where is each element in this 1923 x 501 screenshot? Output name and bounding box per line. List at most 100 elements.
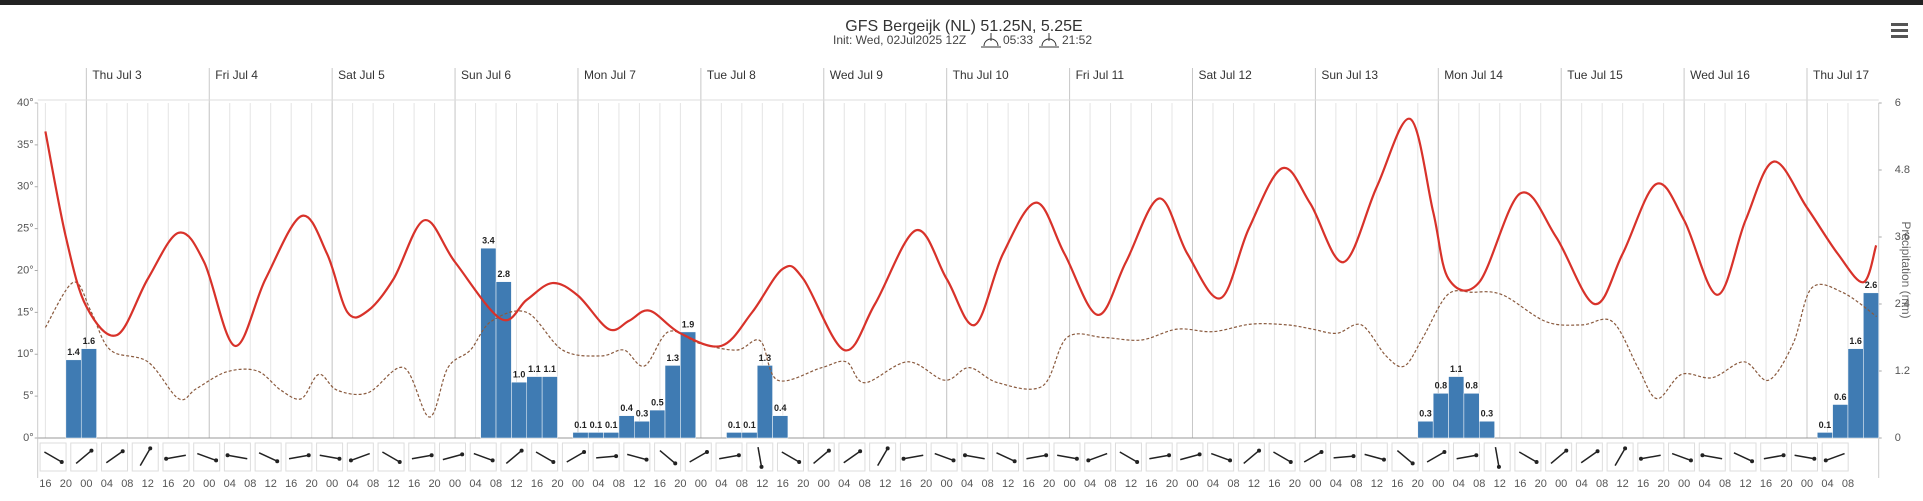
- wind-arrow-head: [1564, 448, 1569, 453]
- wind-arrow: [843, 450, 861, 464]
- bar-value-label: 1.3: [759, 353, 772, 363]
- x-tick-label: 00: [80, 478, 92, 490]
- wind-cell: [1330, 442, 1358, 472]
- wind-cell: [684, 442, 712, 472]
- wind-arrow-head: [225, 453, 230, 458]
- wind-cell: [1084, 442, 1112, 472]
- x-tick-label: 08: [367, 478, 379, 490]
- x-tick-label: 20: [60, 478, 72, 490]
- x-tick-label: 00: [1186, 478, 1198, 490]
- wind-arrow-head: [1044, 453, 1049, 458]
- y2-tick-label: 2.4: [1895, 298, 1910, 310]
- wind-arrow-head: [1638, 456, 1643, 461]
- dewpoint-line: [44, 281, 1877, 418]
- wind-arrow: [719, 454, 740, 460]
- wind-cell: [623, 442, 651, 472]
- day-label: Tue Jul 15: [1567, 68, 1623, 82]
- wind-cell: [1637, 442, 1665, 472]
- wind-arrow: [757, 447, 763, 467]
- wind-arrow-head: [759, 464, 764, 469]
- y-tick-label: 40°: [17, 97, 34, 109]
- precip-bar: [1417, 421, 1434, 439]
- wind-arrow-head: [885, 446, 890, 451]
- x-tick-label: 00: [1432, 478, 1444, 490]
- precip-bar: [572, 432, 589, 439]
- y-tick-label: 15°: [17, 306, 34, 318]
- bar-value-label: 0.1: [728, 420, 741, 430]
- x-tick-label: 04: [1084, 478, 1096, 490]
- x-tick-label: 08: [982, 478, 994, 490]
- wind-arrow-head: [1197, 452, 1202, 457]
- wind-cell: [316, 442, 344, 472]
- wind-arrow: [1026, 454, 1047, 460]
- wind-cell: [346, 442, 374, 472]
- chart-title: GFS Bergeijk (NL) 51.25N, 5.25E: [845, 18, 1082, 35]
- menu-button[interactable]: [1891, 23, 1908, 38]
- x-tick-label: 20: [551, 478, 563, 490]
- day-label: Fri Jul 11: [1076, 68, 1125, 82]
- precip-bar: [1479, 421, 1495, 439]
- y-tick-label: 0°: [23, 432, 34, 444]
- x-tick-label: 16: [39, 478, 51, 490]
- x-tick-label: 08: [1596, 478, 1608, 490]
- wind-arrow-head: [1086, 458, 1091, 463]
- wind-cell: [776, 442, 804, 472]
- x-tick-label: 12: [387, 478, 399, 490]
- x-tick-label: 04: [224, 478, 236, 490]
- wind-arrow-head: [519, 448, 524, 453]
- day-label: Fri Jul 4: [215, 68, 258, 82]
- x-tick-label: 08: [121, 478, 133, 490]
- y2-tick-label: 1.2: [1895, 365, 1910, 377]
- wind-arrow: [319, 454, 340, 460]
- wind-arrow: [258, 452, 278, 462]
- wind-cell: [162, 442, 190, 472]
- wind-arrow: [1580, 450, 1598, 464]
- wind-cell: [531, 442, 559, 472]
- x-tick-label: 12: [756, 478, 768, 490]
- bar-value-label: 1.0: [513, 370, 526, 380]
- wind-arrow: [1456, 454, 1477, 460]
- x-tick-label: 04: [838, 478, 850, 490]
- x-tick-label: 20: [797, 478, 809, 490]
- wind-arrow-head: [1074, 456, 1079, 461]
- wind-arrow-head: [797, 460, 802, 464]
- x-tick-label: 00: [326, 478, 338, 490]
- day-label: Sat Jul 12: [1198, 68, 1252, 82]
- x-tick-label: 00: [941, 478, 953, 490]
- wind-cell: [1176, 442, 1204, 472]
- precip-bar: [1816, 432, 1833, 439]
- x-tick-label: 16: [408, 478, 420, 490]
- x-tick-label: 16: [531, 478, 543, 490]
- wind-arrow: [813, 449, 830, 465]
- x-tick-label: 20: [1166, 478, 1178, 490]
- bar-value-label: 1.1: [1450, 364, 1463, 374]
- x-tick-label: 16: [1637, 478, 1649, 490]
- wind-arrow-head: [306, 453, 311, 458]
- x-tick-label: 16: [1760, 478, 1772, 490]
- wind-arrow: [1364, 453, 1385, 461]
- x-tick-label: 20: [1289, 478, 1301, 490]
- x-tick-label: 04: [961, 478, 973, 490]
- bar-value-label: 1.1: [528, 364, 541, 374]
- wind-cell: [715, 442, 743, 472]
- wind-cell: [1790, 442, 1818, 472]
- wind-arrow-head: [951, 458, 956, 463]
- day-label: Wed Jul 9: [830, 68, 883, 82]
- wind-arrow: [165, 454, 186, 460]
- bar-value-label: 0.8: [1465, 381, 1478, 391]
- precip-bar: [587, 432, 604, 439]
- wind-arrow: [689, 451, 708, 463]
- wind-arrow-head: [429, 453, 434, 458]
- wind-cell: [254, 442, 282, 472]
- day-label: Sat Jul 5: [338, 68, 385, 82]
- wind-arrow: [996, 452, 1015, 462]
- wind-arrow-head: [1781, 453, 1786, 458]
- precip-bar: [603, 432, 620, 439]
- wind-arrow: [105, 450, 124, 464]
- precip-bar: [726, 432, 743, 439]
- wind-cell: [1606, 442, 1634, 472]
- wind-arrow: [1426, 451, 1445, 463]
- wind-cell: [1207, 442, 1235, 472]
- day-label: Thu Jul 17: [1813, 68, 1869, 82]
